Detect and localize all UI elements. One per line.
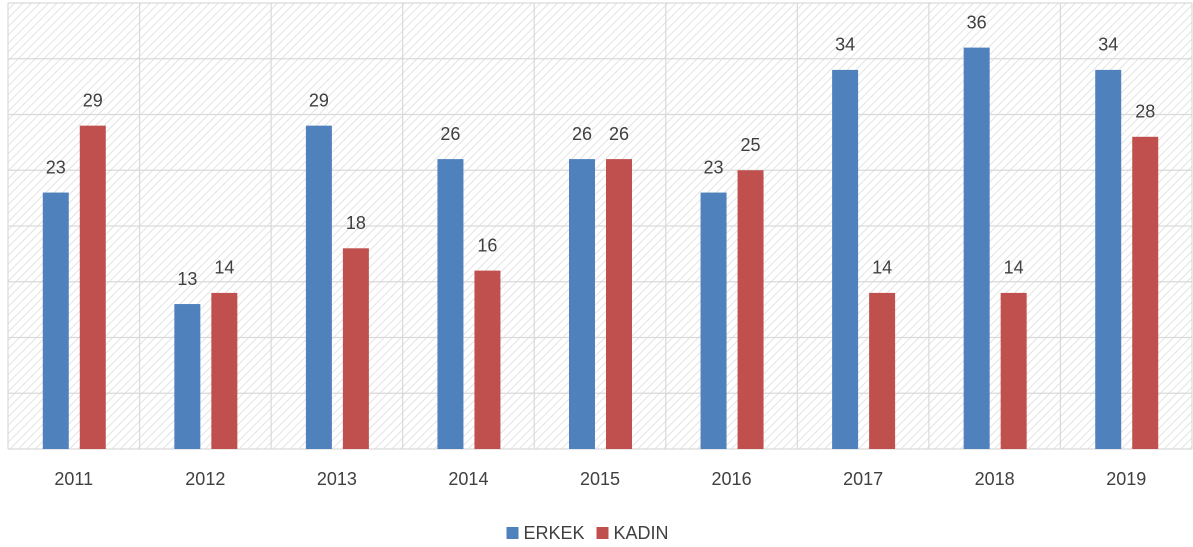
x-tick-label: 2019 [1106, 469, 1146, 489]
bar [1000, 292, 1027, 449]
x-tick-label: 2015 [580, 469, 620, 489]
bar [832, 69, 859, 450]
data-label: 34 [835, 35, 855, 55]
x-tick-label: 2013 [317, 469, 357, 489]
bar [42, 192, 69, 450]
legend-label: ERKEK [524, 523, 585, 543]
bar [79, 125, 106, 450]
data-label: 34 [1098, 35, 1118, 55]
bar [1132, 136, 1159, 450]
data-label: 14 [872, 258, 892, 278]
data-label: 28 [1135, 102, 1155, 122]
data-label: 23 [704, 157, 724, 177]
data-label: 36 [967, 12, 987, 32]
x-tick-label: 2017 [843, 469, 883, 489]
legend-swatch [506, 527, 519, 539]
legend-swatch [596, 527, 609, 539]
bar [869, 292, 896, 449]
x-tick-label: 2011 [54, 469, 93, 489]
data-label: 14 [214, 258, 234, 278]
bar [174, 304, 201, 449]
data-label: 13 [177, 269, 197, 289]
bar [963, 47, 990, 449]
data-label: 18 [346, 213, 366, 233]
legend-label: KADIN [614, 523, 669, 543]
x-tick-label: 2016 [712, 469, 752, 489]
bar [737, 170, 764, 449]
data-label: 14 [1004, 258, 1024, 278]
data-label: 16 [477, 235, 497, 255]
bar [437, 159, 464, 449]
bar [342, 248, 369, 449]
data-label: 26 [440, 124, 460, 144]
bar [569, 159, 595, 449]
data-label: 26 [572, 124, 592, 144]
data-label: 29 [83, 90, 103, 110]
bar [606, 159, 632, 449]
bar [305, 125, 332, 450]
bar [474, 270, 501, 449]
bar [211, 292, 238, 449]
data-label: 23 [46, 157, 66, 177]
x-tick-label: 2012 [185, 469, 225, 489]
data-label: 29 [309, 90, 329, 110]
data-label: 26 [609, 124, 629, 144]
bar [1095, 69, 1122, 450]
x-tick-label: 2018 [975, 469, 1015, 489]
x-tick-label: 2014 [448, 469, 488, 489]
data-label: 25 [741, 135, 761, 155]
bar [700, 192, 727, 450]
